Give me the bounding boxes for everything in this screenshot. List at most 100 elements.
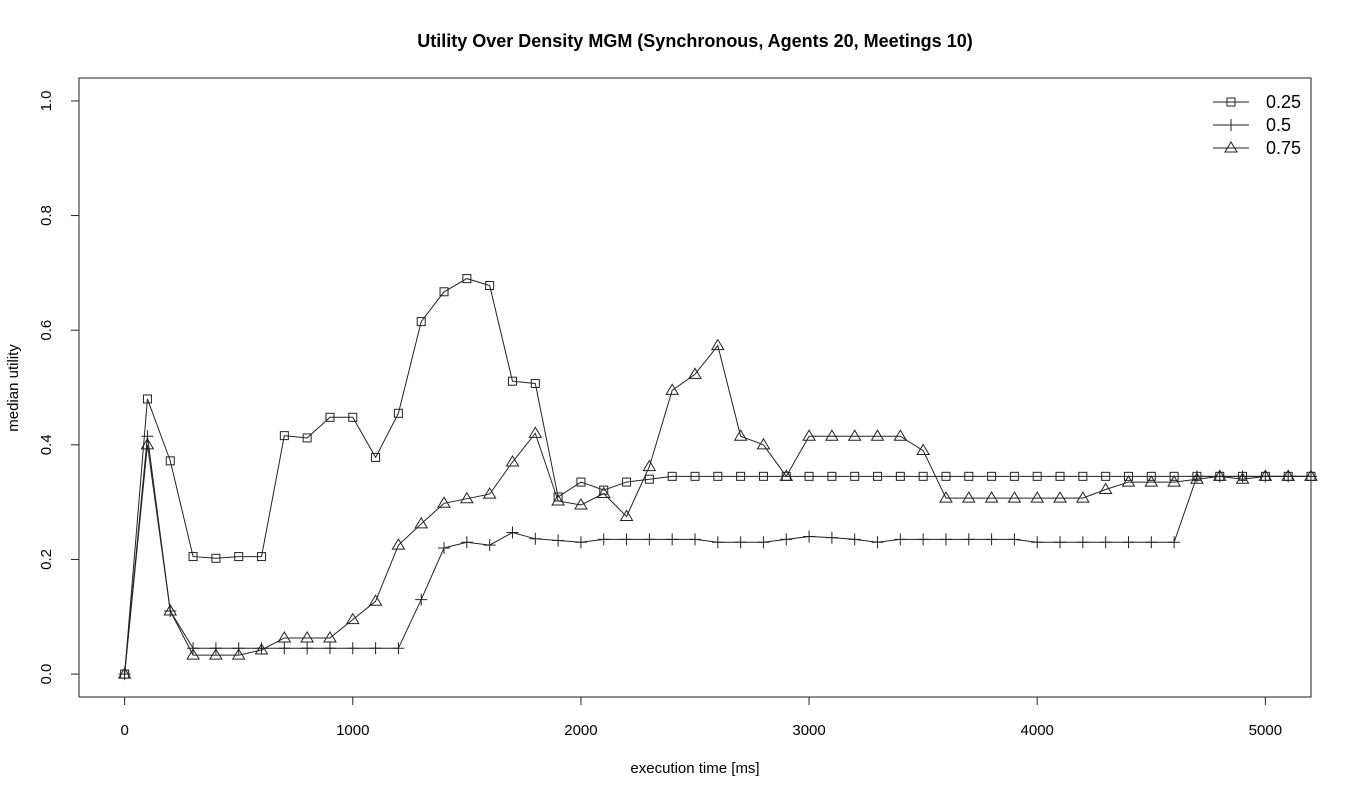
- legend: 0.25 0.5 0.75: [1213, 92, 1301, 158]
- data-point: [528, 426, 543, 438]
- data-point: [1212, 469, 1227, 481]
- data-point: [574, 498, 588, 510]
- data-point: [576, 477, 586, 487]
- data-point: [1146, 471, 1156, 481]
- data-point: [736, 471, 746, 481]
- y-tick-label: 0.8: [38, 205, 55, 226]
- y-tick-label: 0.0: [38, 664, 55, 685]
- data-point: [756, 437, 771, 450]
- data-point: [1008, 533, 1021, 546]
- data-point: [688, 367, 702, 379]
- data-point: [506, 526, 519, 539]
- data-point: [847, 429, 862, 441]
- data-point: [827, 471, 837, 481]
- legend-label: 0.25: [1266, 92, 1301, 112]
- data-point: [459, 491, 474, 504]
- data-point: [302, 433, 312, 443]
- data-point: [551, 494, 565, 506]
- data-point: [209, 648, 223, 660]
- series-0.25: [120, 274, 1316, 679]
- data-point: [984, 491, 999, 503]
- data-point: [689, 533, 701, 546]
- data-point: [254, 643, 269, 655]
- legend-item: 0.75: [1213, 138, 1301, 158]
- data-point: [163, 604, 178, 616]
- data-point: [939, 533, 952, 546]
- data-point: [1169, 471, 1179, 481]
- data-point: [622, 477, 632, 487]
- data-point: [1032, 471, 1042, 481]
- data-point: [734, 536, 747, 549]
- data-point: [323, 642, 336, 655]
- data-point: [482, 487, 497, 499]
- data-point: [186, 648, 200, 660]
- data-point: [165, 456, 175, 466]
- data-point: [348, 412, 358, 422]
- data-point: [437, 496, 451, 508]
- data-point: [460, 536, 473, 549]
- y-tick-label: 0.2: [38, 549, 55, 570]
- series-layer: [117, 274, 1318, 681]
- data-point: [1145, 536, 1158, 549]
- x-tick-label: 2000: [564, 722, 597, 739]
- data-point: [141, 430, 154, 443]
- data-point: [1054, 536, 1067, 549]
- data-point: [1168, 536, 1181, 549]
- data-point: [985, 533, 998, 546]
- data-point: [804, 471, 814, 481]
- legend-label: 0.5: [1266, 115, 1291, 135]
- data-point: [1304, 469, 1318, 481]
- data-point: [596, 486, 611, 499]
- data-point: [690, 471, 700, 481]
- data-point: [529, 532, 542, 545]
- legend-marker: [1225, 119, 1237, 131]
- x-tick-label: 3000: [792, 722, 825, 739]
- data-point: [369, 642, 382, 655]
- data-point: [1030, 491, 1045, 503]
- data-point: [392, 642, 405, 655]
- data-point: [188, 552, 198, 562]
- data-point: [301, 642, 314, 655]
- data-point: [483, 539, 496, 552]
- data-point: [825, 531, 838, 544]
- x-axis: 0 1000 2000 3000 4000 5000: [120, 696, 1282, 739]
- data-point: [393, 408, 403, 418]
- data-point: [346, 642, 359, 655]
- data-point: [485, 280, 495, 290]
- data-point: [1167, 475, 1181, 487]
- data-point: [140, 437, 155, 450]
- data-point: [710, 338, 725, 351]
- series-0.5: [118, 430, 1317, 681]
- data-point: [757, 536, 770, 549]
- series-line: [124, 278, 1311, 675]
- data-point: [711, 536, 724, 549]
- data-point: [665, 383, 680, 395]
- data-point: [962, 533, 975, 546]
- data-point: [939, 491, 953, 503]
- data-point: [987, 471, 997, 481]
- data-point: [894, 533, 907, 546]
- data-point: [667, 471, 677, 481]
- data-point: [574, 536, 587, 549]
- data-point: [1055, 471, 1065, 481]
- series-line: [124, 344, 1311, 675]
- data-point: [918, 471, 928, 481]
- data-point: [507, 376, 517, 386]
- data-point: [1007, 491, 1022, 503]
- data-point: [848, 533, 861, 546]
- data-point: [964, 471, 974, 481]
- data-point: [779, 469, 794, 481]
- data-point: [758, 471, 768, 481]
- x-tick-label: 5000: [1249, 722, 1282, 739]
- data-point: [1053, 491, 1067, 503]
- y-axis: 0.0 0.2 0.4 0.6 0.8 1.0: [38, 90, 80, 685]
- data-point: [1122, 536, 1135, 549]
- data-point: [530, 378, 540, 388]
- data-point: [1075, 491, 1090, 503]
- data-point: [277, 630, 292, 643]
- data-point: [1098, 482, 1113, 495]
- data-point: [1235, 472, 1250, 484]
- data-point: [620, 533, 633, 546]
- data-point: [234, 552, 244, 562]
- data-point: [941, 471, 951, 481]
